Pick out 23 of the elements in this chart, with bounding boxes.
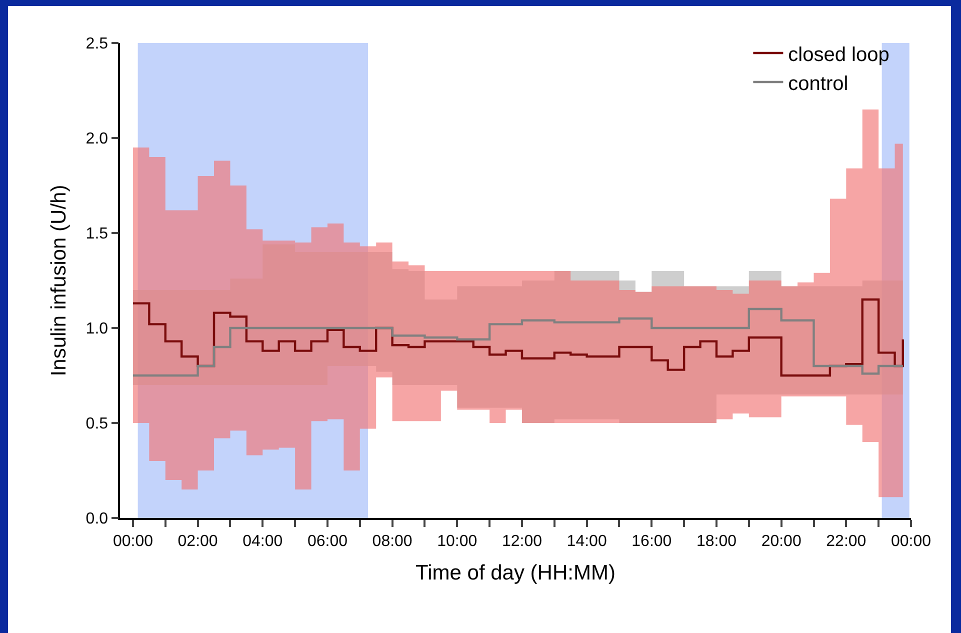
y-tick-label: 2.5 <box>86 36 108 53</box>
x-tick-label: 08:00 <box>372 532 412 550</box>
x-tick-label: 02:00 <box>178 532 218 550</box>
x-tick-label: 16:00 <box>632 532 672 550</box>
x-axis-title: Time of day (HH:MM) <box>416 562 616 585</box>
legend-label: control <box>788 72 848 95</box>
y-tick-label: 2.0 <box>86 130 108 148</box>
y-tick-label: 1.5 <box>86 226 108 243</box>
x-tick-label: 10:00 <box>437 532 478 550</box>
y-tick-label: 0.0 <box>86 510 108 528</box>
legend-label: closed loop <box>788 44 890 66</box>
x-tick-label: 20:00 <box>761 532 802 550</box>
x-tick-label: 12:00 <box>502 532 542 550</box>
x-tick-label: 18:00 <box>696 532 737 550</box>
x-tick-label: 22:00 <box>826 532 866 550</box>
y-tick-label: 1.0 <box>86 320 108 338</box>
x-tick-label: 00:00 <box>112 532 154 550</box>
y-tick-label: 0.5 <box>86 416 108 433</box>
x-tick-label: 14:00 <box>566 532 607 550</box>
y-axis-title: Insulin infusion (U/h) <box>47 184 70 376</box>
x-tick-label: 06:00 <box>307 532 348 550</box>
x-tick-label: 00:00 <box>890 532 932 550</box>
x-tick-label: 04:00 <box>242 532 283 550</box>
